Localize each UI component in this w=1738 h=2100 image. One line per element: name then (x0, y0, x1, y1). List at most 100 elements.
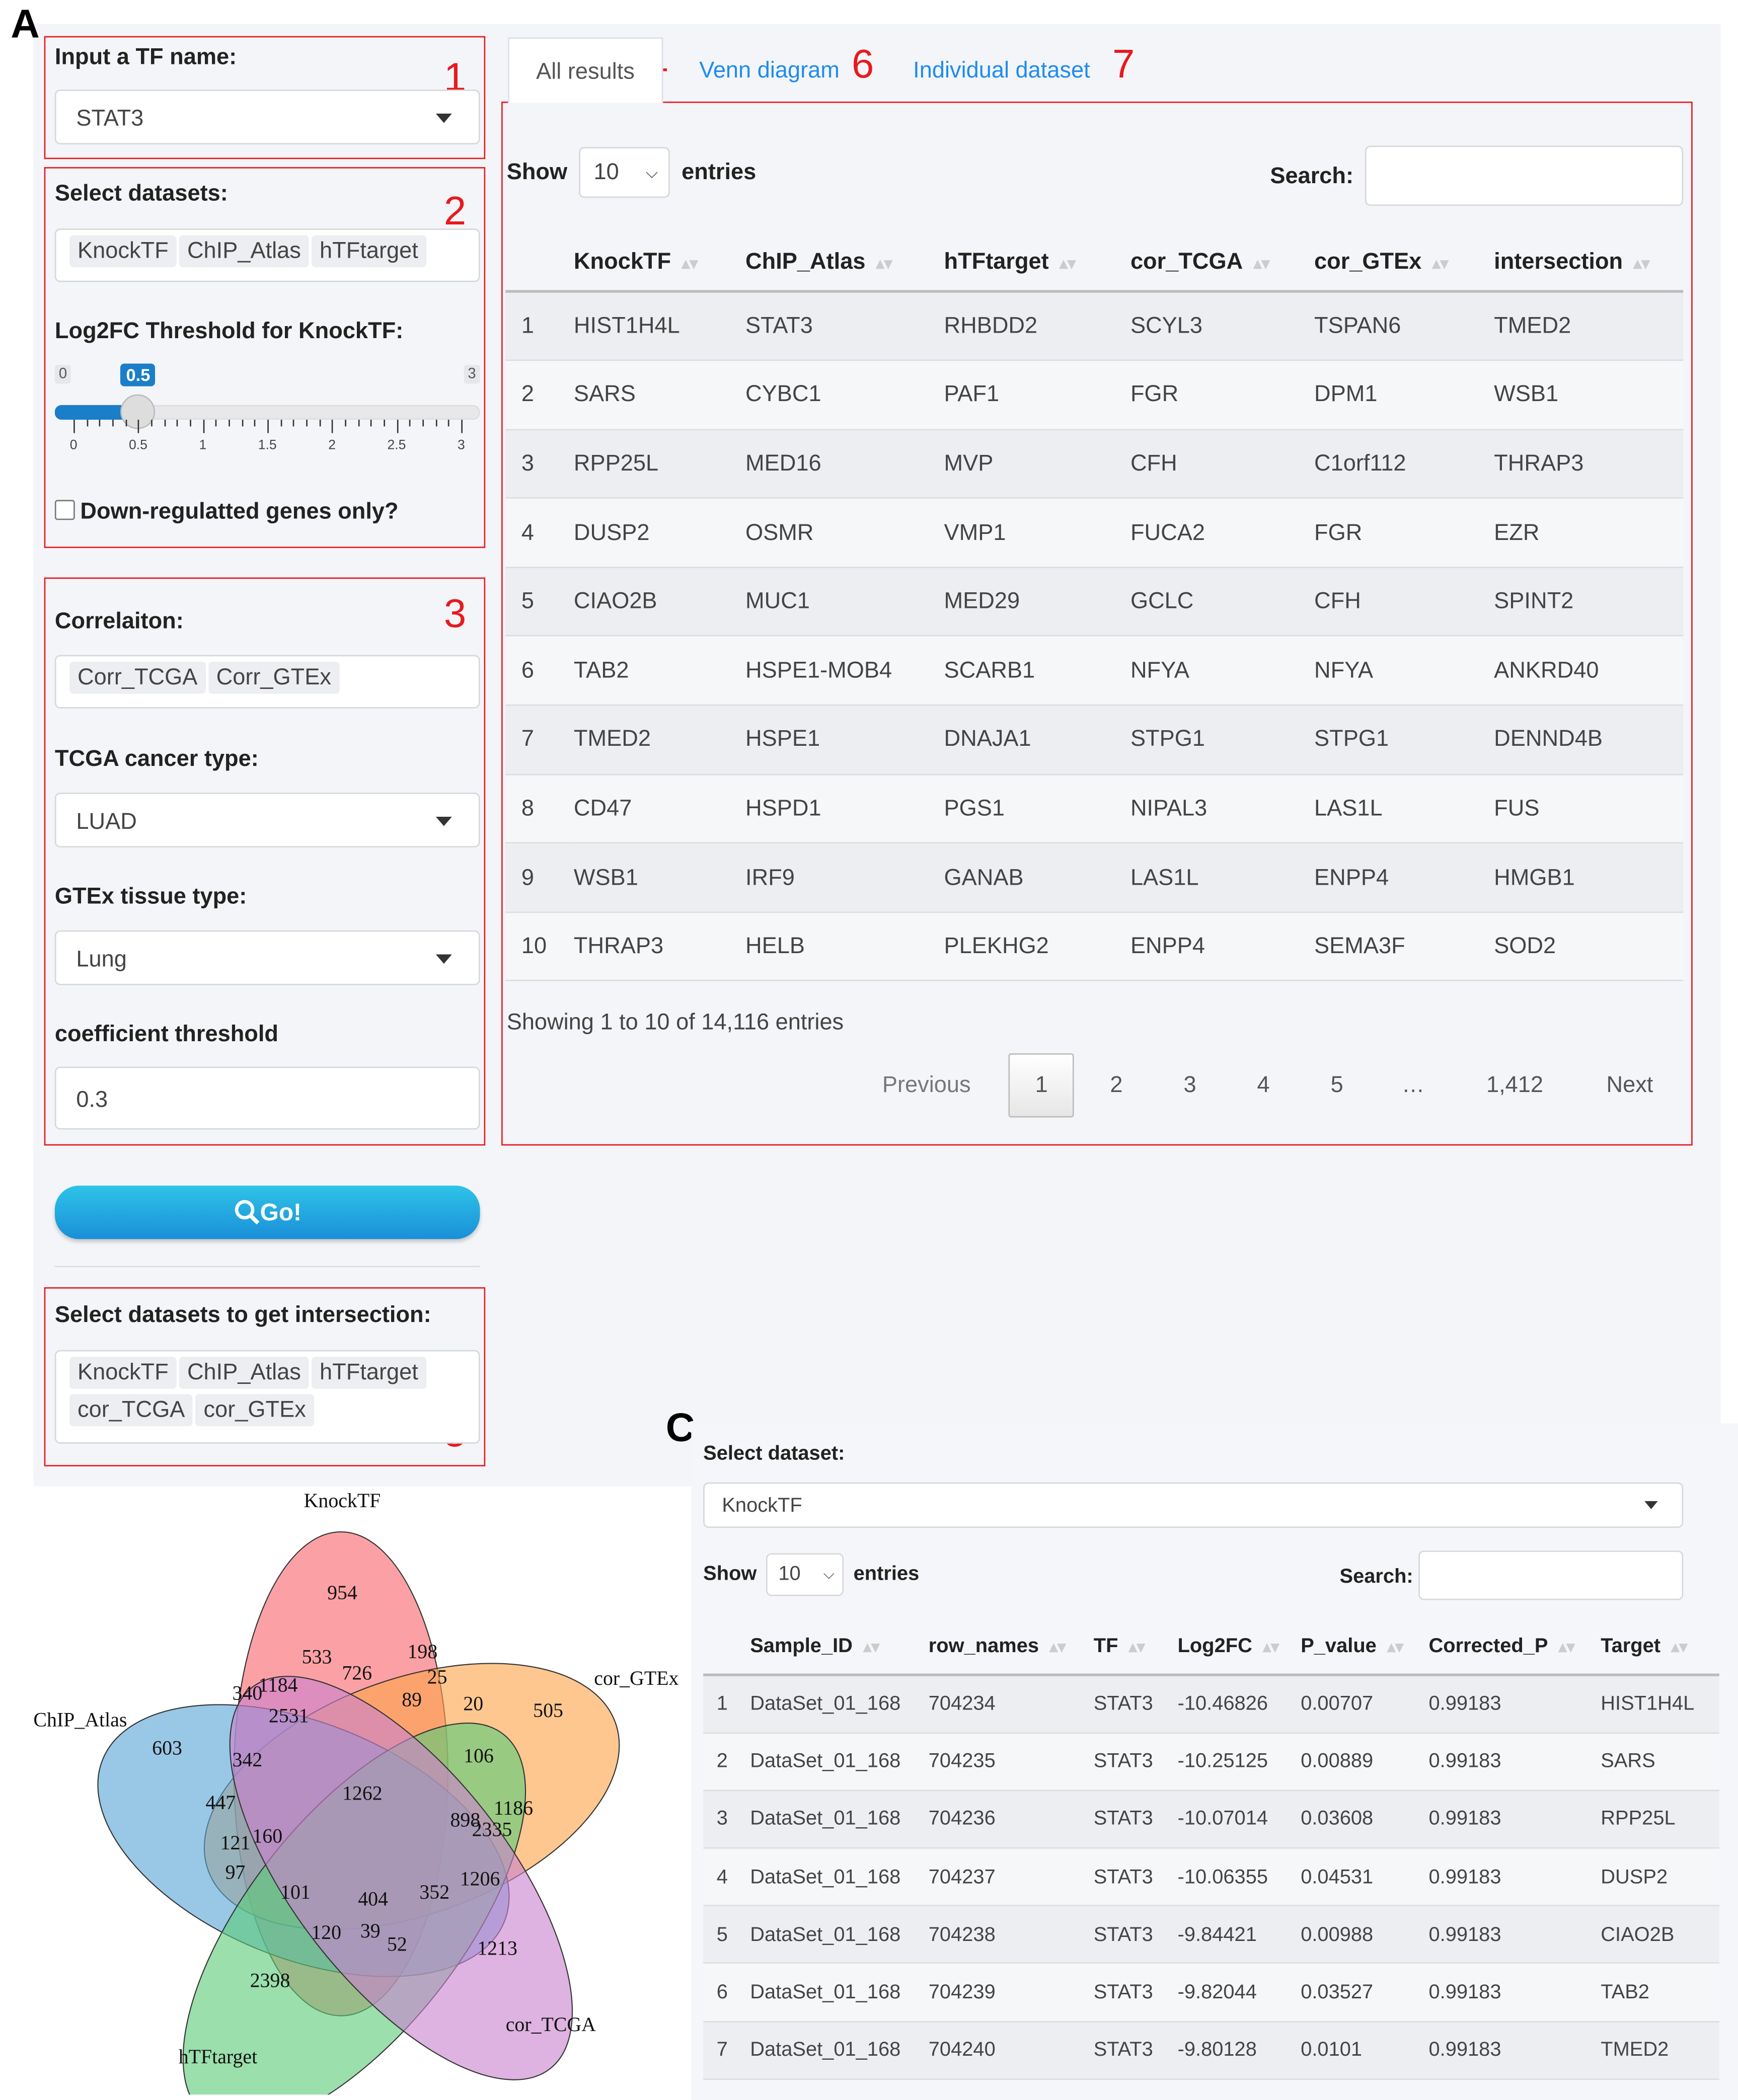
column-header[interactable]: KnockTF ▴▾ (572, 234, 744, 291)
table-cell: -10.25125 (1177, 1750, 1268, 1773)
table-row[interactable]: 1 HIST1H4L STAT3 RHBDD2 SCYL3 TSPAN6 TMED2 (505, 291, 1684, 361)
table-row[interactable]: 6 DataSet_01_168 704239 STAT3 -9.82044 0.0352… (703, 1963, 1719, 2021)
intersect-tag[interactable]: cor_GTEx (195, 1394, 314, 1427)
dataset-table: Sample_ID ▴▾ row_names ▴▾ TF ▴▾ Log2FC ▴▾ P_valu… (703, 1617, 1719, 2080)
table-cell: HSPE1-MOB4 (745, 657, 892, 683)
table-row[interactable]: 7 DataSet_01_168 704240 STAT3 -9.80128 0.0101… (703, 2021, 1719, 2079)
intersect-tag[interactable]: ChIP_Atlas (179, 1357, 309, 1389)
slider-tick (357, 420, 359, 427)
go-button[interactable]: Go! (54, 1186, 480, 1239)
tab-venn-diagram[interactable]: Venn diagram (699, 57, 840, 83)
pagination-page[interactable]: 1,412 (1486, 1072, 1543, 1098)
table-cell: TMED2 (573, 726, 651, 752)
table-cell: DUSP2 (1601, 1865, 1668, 1889)
venn-region-count: 39 (360, 1921, 381, 1943)
dataset-tag[interactable]: KnockTF (69, 235, 177, 268)
dataset-tag[interactable]: hTFtarget (312, 235, 426, 268)
table-cell: HIST1H4L (573, 313, 680, 339)
table-cell: CIAO2B (573, 588, 657, 614)
slider-tick (164, 420, 166, 427)
pagination-page[interactable]: 5 (1330, 1072, 1343, 1098)
table-row[interactable]: 10 THRAP3 HELB PLEKHG2 ENPP4 SEMA3F SOD2 (505, 912, 1684, 981)
table-row[interactable]: 9 WSB1 IRF9 GANAB LAS1L ENPP4 HMGB1 (505, 843, 1684, 912)
datasets-multiselect[interactable]: KnockTF ChIP_Atlas hTFtarget (54, 228, 480, 282)
dataset-page-length-select[interactable]: 10 ⌵ (766, 1553, 844, 1596)
table-row[interactable]: 3 RPP25L MED16 MVP CFH C1orf112 THRAP3 (505, 429, 1684, 499)
row-index: 9 (521, 864, 535, 890)
search-input[interactable] (1365, 145, 1684, 206)
down-only-checkbox-row[interactable]: Down-regulatted genes only? (54, 499, 399, 525)
intersect-multiselect[interactable]: KnockTF ChIP_Atlas hTFtarget cor_TCGA cor_GT… (54, 1350, 480, 1444)
pagination-page: … (1402, 1072, 1425, 1098)
tcga-select[interactable]: LUAD (54, 793, 480, 848)
table-cell: 0.99183 (1428, 1692, 1501, 1716)
tab-individual-dataset[interactable]: Individual dataset (913, 57, 1090, 83)
column-header[interactable]: row_names ▴▾ (927, 1617, 1092, 1675)
venn-region-count: 2398 (250, 1971, 290, 1993)
correlation-tag[interactable]: Corr_TCGA (69, 661, 206, 694)
slider-tick (151, 420, 153, 427)
venn-region-count: 160 (252, 1826, 283, 1848)
table-cell: ANKRD40 (1494, 657, 1599, 683)
column-header[interactable]: ChIP_Atlas ▴▾ (744, 234, 942, 291)
table-row[interactable]: 5 CIAO2B MUC1 MED29 GCLC CFH SPINT2 (505, 567, 1684, 637)
page-length-select[interactable]: 10 ⌵ (579, 147, 670, 198)
column-header[interactable]: hTFtarget ▴▾ (943, 234, 1129, 291)
table-cell: PLEKHG2 (944, 933, 1049, 959)
slider-max: 3 (464, 365, 480, 384)
table-row[interactable]: 5 DataSet_01_168 704238 STAT3 -9.84421 0.0098… (703, 1906, 1719, 1964)
slider-tick (435, 420, 437, 427)
column-header[interactable]: cor_GTEx ▴▾ (1313, 234, 1492, 291)
dataset-tag[interactable]: ChIP_Atlas (179, 235, 309, 268)
gtex-select[interactable]: Lung (54, 930, 480, 985)
slider-tick-label: 0.5 (128, 438, 147, 453)
log2fc-slider[interactable]: 0 3 0.5 0 0.5 1 1.5 2 2.5 3 (54, 361, 480, 461)
table-row[interactable]: 1 DataSet_01_168 704234 STAT3 -10.46826 0.007… (703, 1675, 1719, 1733)
pagination-page[interactable]: 2 (1110, 1072, 1123, 1098)
column-header[interactable]: Sample_ID ▴▾ (749, 1617, 928, 1675)
table-row[interactable]: 7 TMED2 HSPE1 DNAJA1 STPG1 STPG1 DENND4B (505, 705, 1684, 774)
coef-input[interactable]: 0.3 (54, 1066, 480, 1130)
tab-all-results[interactable]: All results (508, 37, 663, 103)
table-cell: LAS1L (1314, 795, 1383, 821)
column-header[interactable]: cor_TCGA ▴▾ (1129, 234, 1313, 291)
column-header[interactable]: Target ▴▾ (1600, 1617, 1719, 1675)
entries-label: entries (682, 159, 757, 185)
table-cell: 704234 (928, 1692, 996, 1716)
column-header[interactable]: Corrected_P ▴▾ (1427, 1617, 1600, 1675)
pagination-page[interactable]: 3 (1183, 1072, 1196, 1098)
dataset-select[interactable]: KnockTF (703, 1482, 1684, 1528)
pagination-next[interactable]: Next (1606, 1072, 1653, 1098)
correlation-multiselect[interactable]: Corr_TCGA Corr_GTEx (54, 655, 480, 709)
intersect-tag[interactable]: cor_TCGA (69, 1394, 193, 1427)
annotation-number: 6 (851, 42, 874, 87)
column-header-label: cor_TCGA (1130, 249, 1243, 274)
table-row[interactable]: 3 DataSet_01_168 704236 STAT3 -10.07014 0.036… (703, 1790, 1719, 1848)
pagination-previous[interactable]: Previous (882, 1072, 971, 1098)
table-row[interactable]: 2 SARS CYBC1 PAF1 FGR DPM1 WSB1 (505, 360, 1684, 430)
slider-tick (384, 420, 385, 427)
column-header[interactable]: P_value ▴▾ (1300, 1617, 1427, 1675)
column-header[interactable]: Log2FC ▴▾ (1176, 1617, 1300, 1675)
pagination-page[interactable]: 4 (1257, 1072, 1270, 1098)
table-row[interactable]: 4 DUSP2 OSMR VMP1 FUCA2 FGR EZR (505, 498, 1684, 568)
table-row[interactable]: 8 CD47 HSPD1 PGS1 NIPAL3 LAS1L FUS (505, 774, 1684, 843)
table-cell: FGR (1130, 381, 1179, 407)
down-only-checkbox[interactable] (54, 500, 75, 520)
correlation-tag[interactable]: Corr_GTEx (208, 661, 339, 694)
dataset-search-input[interactable] (1418, 1550, 1684, 1600)
table-cell: CFH (1314, 588, 1361, 614)
tf-select[interactable]: STAT3 (54, 89, 480, 144)
row-index: 4 (716, 1865, 728, 1889)
table-row[interactable]: 6 TAB2 HSPE1-MOB4 SCARB1 NFYA NFYA ANKRD40 (505, 636, 1684, 706)
table-row[interactable]: 4 DataSet_01_168 704237 STAT3 -10.06355 0.045… (703, 1848, 1719, 1906)
venn-region-count: 954 (327, 1583, 357, 1605)
pagination-current-page[interactable]: 1 (1008, 1053, 1075, 1118)
column-header[interactable]: TF ▴▾ (1092, 1617, 1176, 1675)
row-index: 6 (521, 657, 535, 683)
intersect-tag[interactable]: hTFtarget (312, 1357, 426, 1389)
intersect-tag[interactable]: KnockTF (69, 1357, 177, 1389)
table-row[interactable]: 2 DataSet_01_168 704235 STAT3 -10.25125 0.008… (703, 1732, 1719, 1791)
column-header[interactable]: intersection ▴▾ (1493, 234, 1684, 291)
venn-set-label: ChIP_Atlas (33, 1710, 127, 1732)
